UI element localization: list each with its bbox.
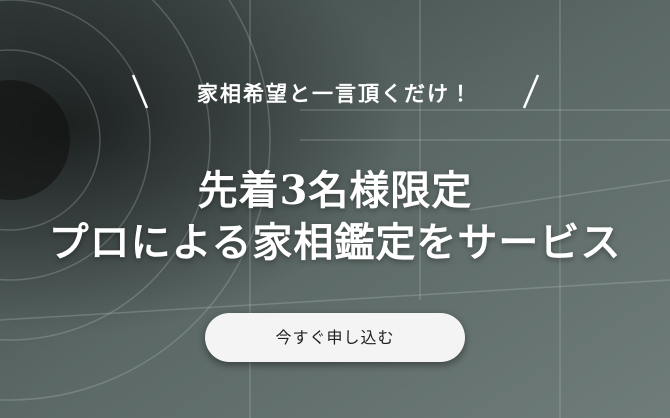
headline: プロによる家相鑑定をサービス (48, 219, 622, 266)
apply-button[interactable]: 今すぐ申し込む (205, 313, 465, 362)
tagline: 家相希望と一言頂くだけ！ (197, 81, 473, 106)
headline: 先着3名様限定 (197, 167, 473, 214)
